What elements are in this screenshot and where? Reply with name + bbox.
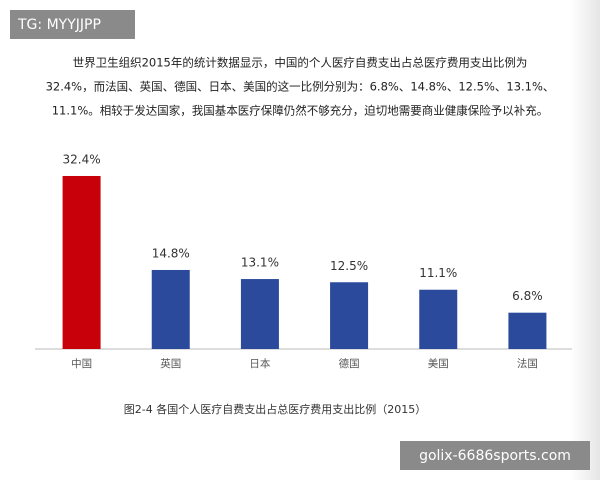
tag-box [10, 10, 135, 39]
x-tick-label: 日本 [249, 357, 270, 370]
paragraph-line: 32.4%，而法国、英国、德国、日本、美国的这一比例分别为：6.8%、14.8%… [46, 80, 555, 94]
caption: 图2-4 各国个人医疗自费支出占总医疗费用支出比例（2015） [124, 402, 426, 416]
watermark: golix-6686sports.com [419, 448, 571, 464]
x-tick-label: 法国 [517, 357, 538, 370]
bar [240, 279, 279, 349]
bar [62, 175, 101, 349]
x-tick-label: 美国 [428, 357, 449, 370]
paragraph-line: 世界卫生组织2015年的统计数据显示，中国的个人医疗自费支出占总医疗费用支出比例… [73, 56, 528, 70]
x-tick-label: 英国 [160, 357, 181, 370]
bar [151, 269, 190, 349]
value-label: 14.8% [152, 246, 190, 260]
value-label: 11.1% [419, 266, 457, 280]
tag: TG: MYYJJPP [17, 17, 101, 33]
x-tick-label: 中国 [71, 357, 92, 370]
value-label: 12.5% [330, 259, 368, 273]
value-label: 32.4% [63, 152, 101, 166]
paragraph-line: 11.1%。相较于发达国家，我国基本医疗保障仍然不够充分，迫切地需要商业健康保险… [52, 104, 549, 118]
bar [508, 312, 547, 349]
watermark-box [400, 441, 590, 470]
bar [330, 282, 369, 349]
value-label: 13.1% [241, 256, 279, 270]
page-edge [570, 0, 600, 480]
x-tick-label: 德国 [339, 357, 360, 370]
bar [419, 289, 458, 349]
value-label: 6.8% [512, 289, 543, 303]
